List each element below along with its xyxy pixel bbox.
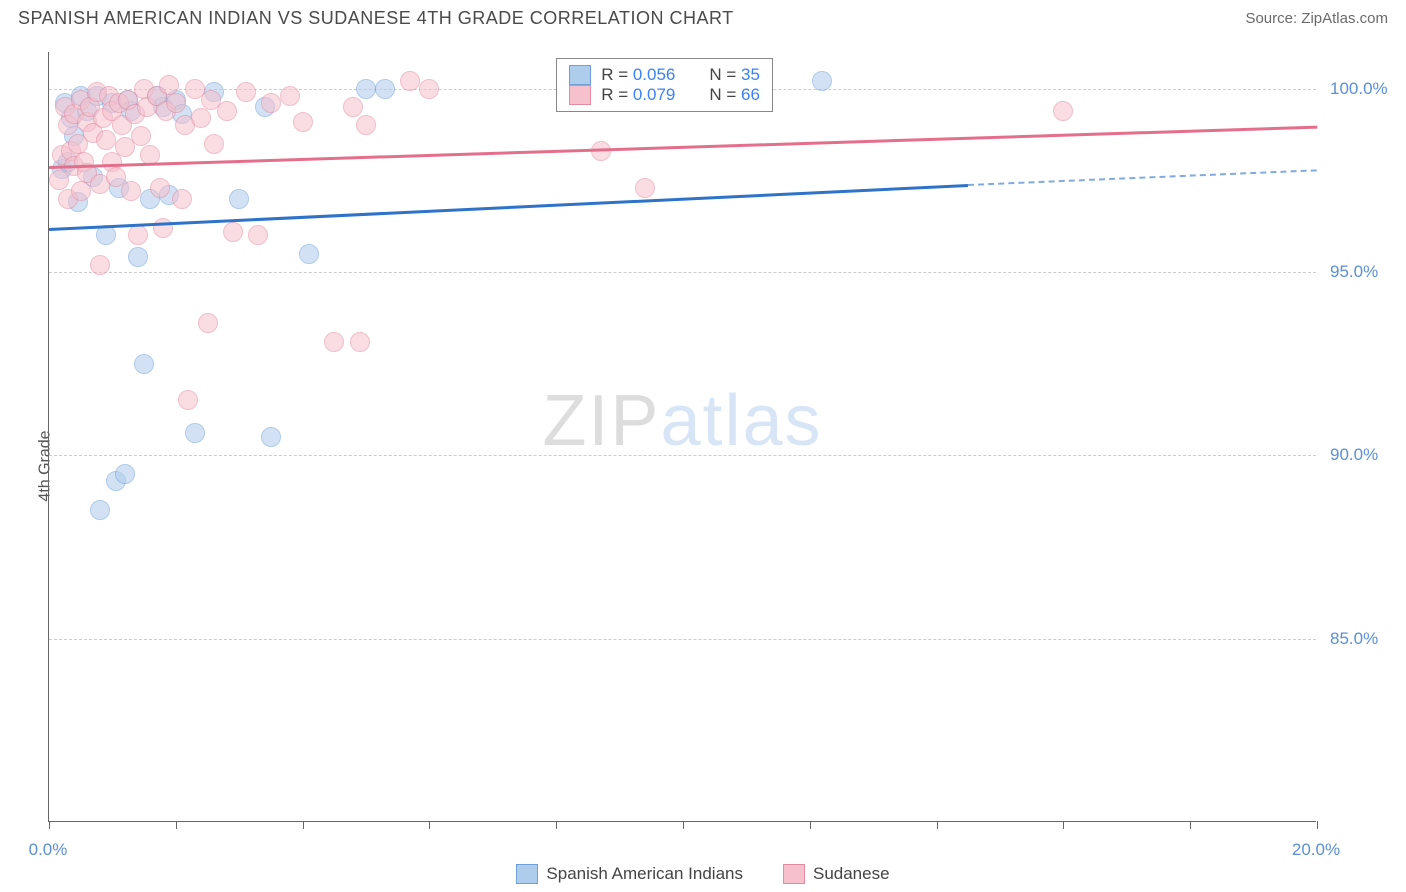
scatter-point [191, 108, 211, 128]
scatter-point [217, 101, 237, 121]
scatter-point [356, 115, 376, 135]
x-tick [1190, 821, 1191, 829]
scatter-point [324, 332, 344, 352]
x-tick [556, 821, 557, 829]
legend-row: R = 0.056 N = 35 [569, 65, 760, 85]
scatter-point [166, 93, 186, 113]
x-tick [176, 821, 177, 829]
scatter-point [280, 86, 300, 106]
series-name: Spanish American Indians [546, 864, 743, 884]
scatter-point [293, 112, 313, 132]
chart-title: SPANISH AMERICAN INDIAN VS SUDANESE 4TH … [18, 8, 734, 29]
scatter-point [1053, 101, 1073, 121]
scatter-point [229, 189, 249, 209]
scatter-point [198, 313, 218, 333]
scatter-point [350, 332, 370, 352]
scatter-point [172, 189, 192, 209]
chart-container: 4th Grade ZIPatlas R = 0.056N = 35R = 0.… [0, 40, 1406, 892]
scatter-point [204, 134, 224, 154]
scatter-point [134, 354, 154, 374]
legend-row: R = 0.079 N = 66 [569, 85, 760, 105]
y-tick-label: 90.0% [1330, 445, 1378, 465]
x-tick [810, 821, 811, 829]
y-tick-label: 100.0% [1330, 79, 1388, 99]
scatter-point [178, 390, 198, 410]
y-tick-label: 95.0% [1330, 262, 1378, 282]
scatter-point [812, 71, 832, 91]
legend-n-label: N = 66 [709, 85, 760, 105]
scatter-point [299, 244, 319, 264]
source-attribution: Source: ZipAtlas.com [1245, 10, 1388, 27]
x-tick [1317, 821, 1318, 829]
scatter-point [400, 71, 420, 91]
legend-r-label: R = 0.079 [601, 85, 675, 105]
series-name: Sudanese [813, 864, 890, 884]
scatter-point [236, 82, 256, 102]
bottom-legend-item: Spanish American Indians [516, 864, 743, 884]
gridline [49, 455, 1316, 456]
x-tick [937, 821, 938, 829]
scatter-point [419, 79, 439, 99]
scatter-point [49, 170, 69, 190]
legend-swatch [783, 864, 805, 884]
scatter-point [223, 222, 243, 242]
scatter-point [131, 126, 151, 146]
x-tick [1063, 821, 1064, 829]
scatter-point [71, 181, 91, 201]
x-tick-label: 20.0% [1292, 840, 1340, 860]
trend-line-extrapolated [968, 169, 1317, 186]
x-tick-label: 0.0% [29, 840, 68, 860]
legend-swatch [516, 864, 538, 884]
scatter-point [115, 464, 135, 484]
scatter-point [261, 93, 281, 113]
plot-area: ZIPatlas R = 0.056 N = 35 R = 0.079 N = 66 [48, 52, 1316, 822]
chart-header: SPANISH AMERICAN INDIAN VS SUDANESE 4TH … [0, 0, 1406, 37]
scatter-point [356, 79, 376, 99]
scatter-point [106, 167, 126, 187]
x-tick [683, 821, 684, 829]
trend-line [49, 125, 1317, 168]
legend-swatch [569, 85, 591, 105]
scatter-point [121, 181, 141, 201]
x-tick [303, 821, 304, 829]
scatter-point [185, 423, 205, 443]
scatter-point [343, 97, 363, 117]
scatter-point [90, 255, 110, 275]
correlation-legend: R = 0.056 N = 35 R = 0.079 N = 66 [556, 58, 773, 112]
legend-swatch [569, 65, 591, 85]
y-tick-label: 85.0% [1330, 629, 1378, 649]
scatter-point [128, 225, 148, 245]
gridline [49, 639, 1316, 640]
x-tick [49, 821, 50, 829]
scatter-point [261, 427, 281, 447]
scatter-point [96, 225, 116, 245]
scatter-point [150, 178, 170, 198]
x-tick [429, 821, 430, 829]
scatter-point [375, 79, 395, 99]
bottom-legend-item: Sudanese [783, 864, 890, 884]
watermark: ZIPatlas [542, 380, 822, 462]
scatter-point [96, 130, 116, 150]
scatter-point [90, 500, 110, 520]
gridline [49, 272, 1316, 273]
legend-n-label: N = 35 [709, 65, 760, 85]
scatter-point [248, 225, 268, 245]
scatter-point [635, 178, 655, 198]
scatter-point [128, 247, 148, 267]
scatter-point [153, 218, 173, 238]
scatter-point [159, 75, 179, 95]
bottom-legend: Spanish American Indians Sudanese [0, 864, 1406, 884]
legend-r-label: R = 0.056 [601, 65, 675, 85]
